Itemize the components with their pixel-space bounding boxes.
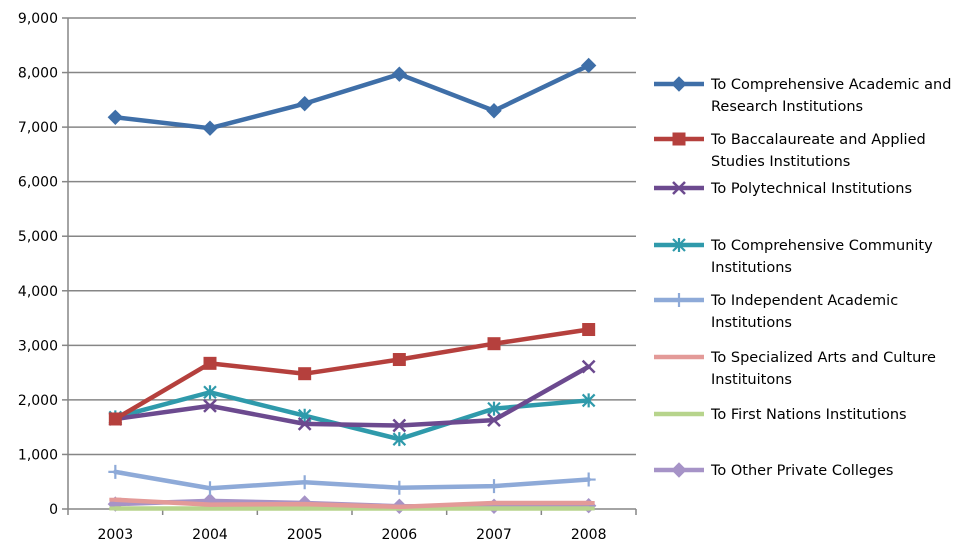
x-tick-label: 2007 bbox=[476, 527, 512, 543]
legend-entry: To Other Private Colleges bbox=[654, 462, 893, 479]
series-line bbox=[113, 327, 591, 422]
data-point bbox=[203, 385, 217, 400]
legend-label: To Polytechnical Institutions bbox=[710, 181, 912, 197]
legend-marker bbox=[672, 132, 686, 146]
data-point bbox=[298, 367, 312, 381]
data-point bbox=[580, 57, 597, 74]
data-point bbox=[297, 417, 312, 431]
y-tick-label: 3,000 bbox=[18, 338, 58, 354]
series-line bbox=[113, 63, 591, 131]
series-line bbox=[113, 469, 591, 491]
series-line bbox=[113, 364, 591, 428]
data-point bbox=[392, 432, 407, 447]
data-point bbox=[108, 464, 123, 479]
series-group bbox=[108, 359, 596, 433]
legend-entry: To Polytechnical Institutions bbox=[654, 181, 912, 197]
x-tick-label: 2004 bbox=[192, 527, 228, 543]
data-point bbox=[203, 356, 217, 370]
legend-label: To Comprehensive Community bbox=[710, 238, 933, 254]
data-point bbox=[487, 401, 501, 416]
legend-label: Research Institutions bbox=[711, 99, 863, 115]
legend-label: Institutions bbox=[711, 260, 792, 276]
y-tick-label: 5,000 bbox=[18, 229, 58, 245]
data-point bbox=[392, 418, 407, 433]
data-point bbox=[486, 103, 502, 119]
series-group bbox=[107, 57, 597, 136]
x-tick-label: 2006 bbox=[382, 527, 418, 543]
legend-marker bbox=[672, 238, 686, 252]
series-group bbox=[108, 323, 596, 426]
legend-label: To Other Private Colleges bbox=[710, 463, 893, 479]
legend-entry: To Comprehensive Community Institutions bbox=[654, 238, 933, 276]
y-tick-label: 6,000 bbox=[18, 175, 58, 191]
y-tick-label: 8,000 bbox=[18, 66, 58, 82]
data-point bbox=[391, 66, 408, 82]
legend-label: To Specialized Arts and Culture bbox=[710, 350, 936, 366]
series-lines bbox=[107, 57, 597, 514]
y-tick-label: 4,000 bbox=[18, 284, 58, 300]
x-tick-label: 2003 bbox=[98, 527, 134, 543]
legend-label: To Baccalaureate and Applied bbox=[710, 132, 926, 148]
series-group bbox=[108, 464, 596, 496]
legend-label: Institutions bbox=[711, 315, 792, 331]
legend-marker bbox=[672, 293, 686, 307]
legend-label: To Independent Academic bbox=[710, 293, 898, 309]
data-point bbox=[107, 109, 124, 125]
data-point bbox=[296, 95, 313, 112]
legend-label: Studies Institutions bbox=[711, 154, 850, 170]
series-group bbox=[108, 385, 596, 447]
axes: 0 1,000 2,000 3,000 4,000 5,000 6,000 7,000 8,00… bbox=[18, 11, 637, 543]
legend-label: Instituitons bbox=[711, 372, 792, 388]
y-tick-label: 0 bbox=[49, 502, 58, 518]
data-point bbox=[202, 120, 218, 136]
series-line bbox=[113, 390, 591, 442]
legend-marker bbox=[672, 181, 686, 195]
legend-marker bbox=[671, 76, 687, 92]
legend-entry: To First Nations Institutions bbox=[654, 407, 907, 423]
y-tick-label: 7,000 bbox=[18, 120, 58, 136]
y-tick-label: 1,000 bbox=[18, 447, 58, 463]
legend-entry: To Baccalaureate and Applied Studies Inst… bbox=[654, 132, 926, 170]
data-point bbox=[392, 480, 407, 495]
y-tick-label: 2,000 bbox=[18, 393, 58, 409]
data-point bbox=[392, 353, 406, 367]
series-line bbox=[113, 497, 591, 510]
y-tick-label: 9,000 bbox=[18, 11, 58, 27]
data-point bbox=[582, 323, 596, 337]
legend-entry: To Comprehensive Academic and Research In… bbox=[654, 76, 951, 115]
data-point bbox=[297, 475, 312, 490]
legend-label: To Comprehensive Academic and bbox=[710, 77, 951, 93]
data-point bbox=[487, 337, 501, 351]
x-tick-label: 2005 bbox=[287, 527, 323, 543]
data-point bbox=[203, 399, 217, 413]
legend-entry: To Independent Academic Institutions bbox=[654, 293, 898, 331]
data-point bbox=[581, 472, 596, 487]
data-point bbox=[487, 479, 501, 494]
legend: To Comprehensive Academic and Research In… bbox=[654, 76, 951, 479]
legend-label: To First Nations Institutions bbox=[710, 407, 907, 423]
data-point bbox=[203, 481, 217, 496]
series-group bbox=[109, 497, 595, 510]
gridlines bbox=[68, 17, 636, 456]
legend-marker bbox=[671, 462, 687, 478]
data-point bbox=[581, 359, 596, 374]
x-tick-label: 2008 bbox=[571, 527, 607, 543]
data-point bbox=[108, 412, 122, 426]
data-point bbox=[581, 393, 596, 408]
legend-entry: To Specialized Arts and Culture Instituit… bbox=[654, 350, 936, 388]
data-point bbox=[487, 413, 501, 427]
